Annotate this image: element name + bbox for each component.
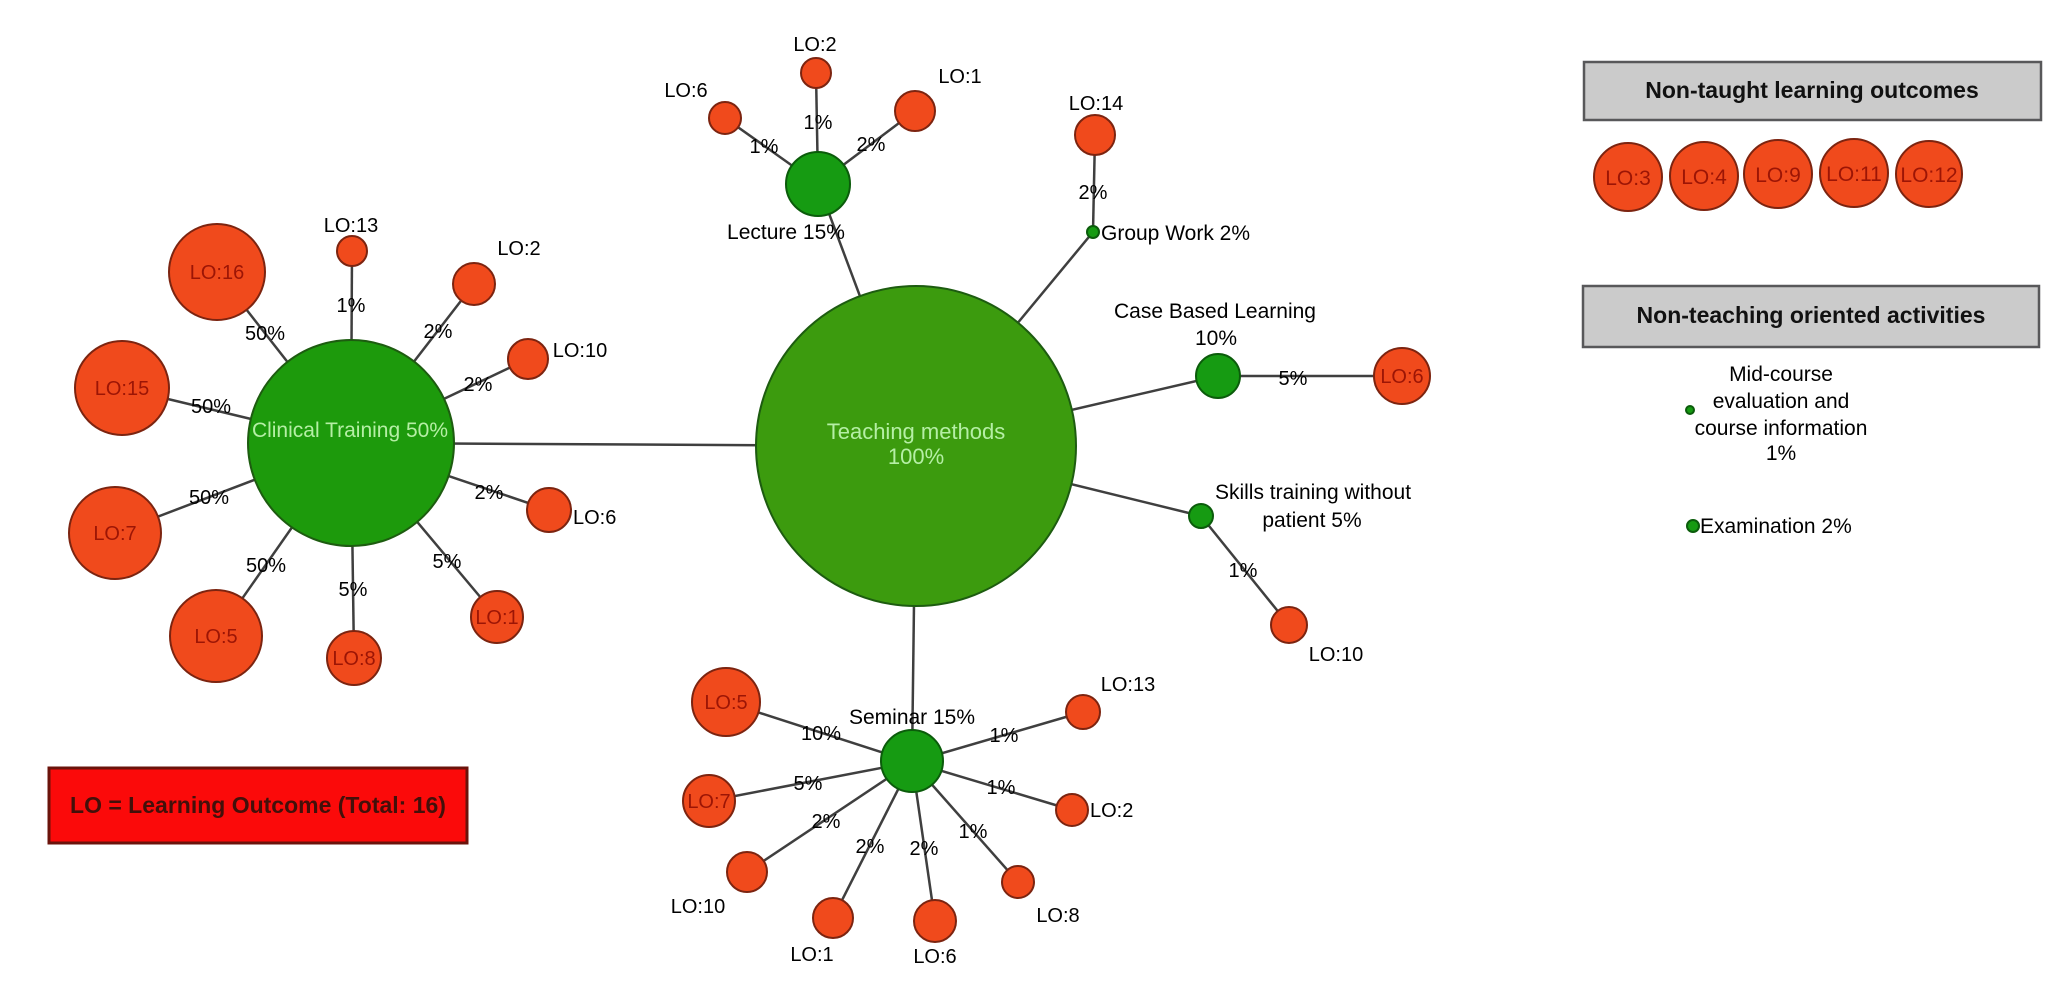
svg-text:2%: 2% <box>910 838 939 860</box>
svg-text:LO:6: LO:6 <box>664 80 707 102</box>
svg-text:LO:12: LO:12 <box>1900 164 1957 187</box>
svg-text:LO:6: LO:6 <box>913 946 956 968</box>
svg-text:patient 5%: patient 5% <box>1262 509 1361 532</box>
svg-text:50%: 50% <box>246 555 286 577</box>
svg-text:LO:14: LO:14 <box>1069 93 1123 115</box>
svg-text:5%: 5% <box>794 773 823 795</box>
svg-text:Teaching methods: Teaching methods <box>827 419 1006 444</box>
svg-text:50%: 50% <box>189 487 229 509</box>
svg-text:LO:2: LO:2 <box>793 34 836 56</box>
svg-text:50%: 50% <box>245 323 285 345</box>
svg-text:LO:10: LO:10 <box>1309 644 1363 666</box>
svg-text:10%: 10% <box>801 723 841 745</box>
svg-text:2%: 2% <box>856 836 885 858</box>
svg-text:LO:6: LO:6 <box>1380 366 1423 388</box>
svg-text:Clinical Training 50%: Clinical Training 50% <box>252 419 448 442</box>
svg-text:LO = Learning Outcome (Total:: LO = Learning Outcome (Total: 16) <box>70 792 446 818</box>
svg-text:1%: 1% <box>1766 442 1796 465</box>
svg-text:1%: 1% <box>337 295 366 317</box>
svg-text:LO:6: LO:6 <box>573 507 616 529</box>
svg-text:LO:5: LO:5 <box>194 626 237 648</box>
svg-text:2%: 2% <box>1079 182 1108 204</box>
svg-text:1%: 1% <box>959 821 988 843</box>
svg-text:LO:8: LO:8 <box>1036 905 1079 927</box>
svg-text:1%: 1% <box>990 725 1019 747</box>
svg-text:Lecture 15%: Lecture 15% <box>727 221 845 244</box>
svg-text:LO:11: LO:11 <box>1826 163 1882 186</box>
svg-text:LO:9: LO:9 <box>1755 164 1801 187</box>
svg-text:1%: 1% <box>987 777 1016 799</box>
svg-text:Case Based Learning: Case Based Learning <box>1114 300 1316 323</box>
svg-text:Skills training without: Skills training without <box>1215 481 1411 504</box>
svg-text:2%: 2% <box>475 482 504 504</box>
svg-text:100%: 100% <box>888 444 944 469</box>
svg-text:5%: 5% <box>1279 368 1308 390</box>
svg-text:Non-teaching oriented activiti: Non-teaching oriented activities <box>1637 302 1986 328</box>
svg-text:50%: 50% <box>191 396 231 418</box>
svg-text:2%: 2% <box>857 134 886 156</box>
svg-text:LO:15: LO:15 <box>95 378 149 400</box>
svg-text:LO:1: LO:1 <box>475 607 518 629</box>
svg-text:LO:1: LO:1 <box>790 944 833 966</box>
svg-text:LO:16: LO:16 <box>190 262 244 284</box>
svg-text:LO:7: LO:7 <box>687 791 730 813</box>
svg-text:1%: 1% <box>804 112 833 134</box>
svg-text:2%: 2% <box>464 374 493 396</box>
svg-text:LO:13: LO:13 <box>324 215 378 237</box>
svg-text:LO:3: LO:3 <box>1605 167 1651 190</box>
svg-text:Seminar 15%: Seminar 15% <box>849 706 975 729</box>
svg-text:2%: 2% <box>812 811 841 833</box>
svg-text:Group Work 2%: Group Work 2% <box>1101 222 1250 245</box>
svg-text:2%: 2% <box>424 321 453 343</box>
svg-text:10%: 10% <box>1195 327 1237 350</box>
svg-text:Non-taught learning outcomes: Non-taught learning outcomes <box>1645 77 1979 103</box>
svg-text:LO:10: LO:10 <box>671 896 725 918</box>
svg-text:5%: 5% <box>339 579 368 601</box>
svg-text:Examination 2%: Examination 2% <box>1700 515 1852 538</box>
svg-text:evaluation and: evaluation and <box>1713 390 1850 413</box>
svg-text:LO:8: LO:8 <box>332 648 375 670</box>
svg-text:LO:10: LO:10 <box>553 340 607 362</box>
svg-text:LO:5: LO:5 <box>704 692 747 714</box>
svg-text:course information: course information <box>1695 417 1868 440</box>
svg-text:LO:4: LO:4 <box>1681 166 1727 189</box>
svg-text:LO:7: LO:7 <box>93 523 136 545</box>
svg-text:5%: 5% <box>433 551 462 573</box>
svg-text:LO:1: LO:1 <box>938 66 981 88</box>
svg-text:LO:13: LO:13 <box>1101 674 1155 696</box>
svg-text:LO:2: LO:2 <box>497 238 540 260</box>
svg-text:1%: 1% <box>750 136 779 158</box>
svg-text:LO:2: LO:2 <box>1090 800 1133 822</box>
svg-text:1%: 1% <box>1229 560 1258 582</box>
svg-text:Mid-course: Mid-course <box>1729 363 1833 386</box>
